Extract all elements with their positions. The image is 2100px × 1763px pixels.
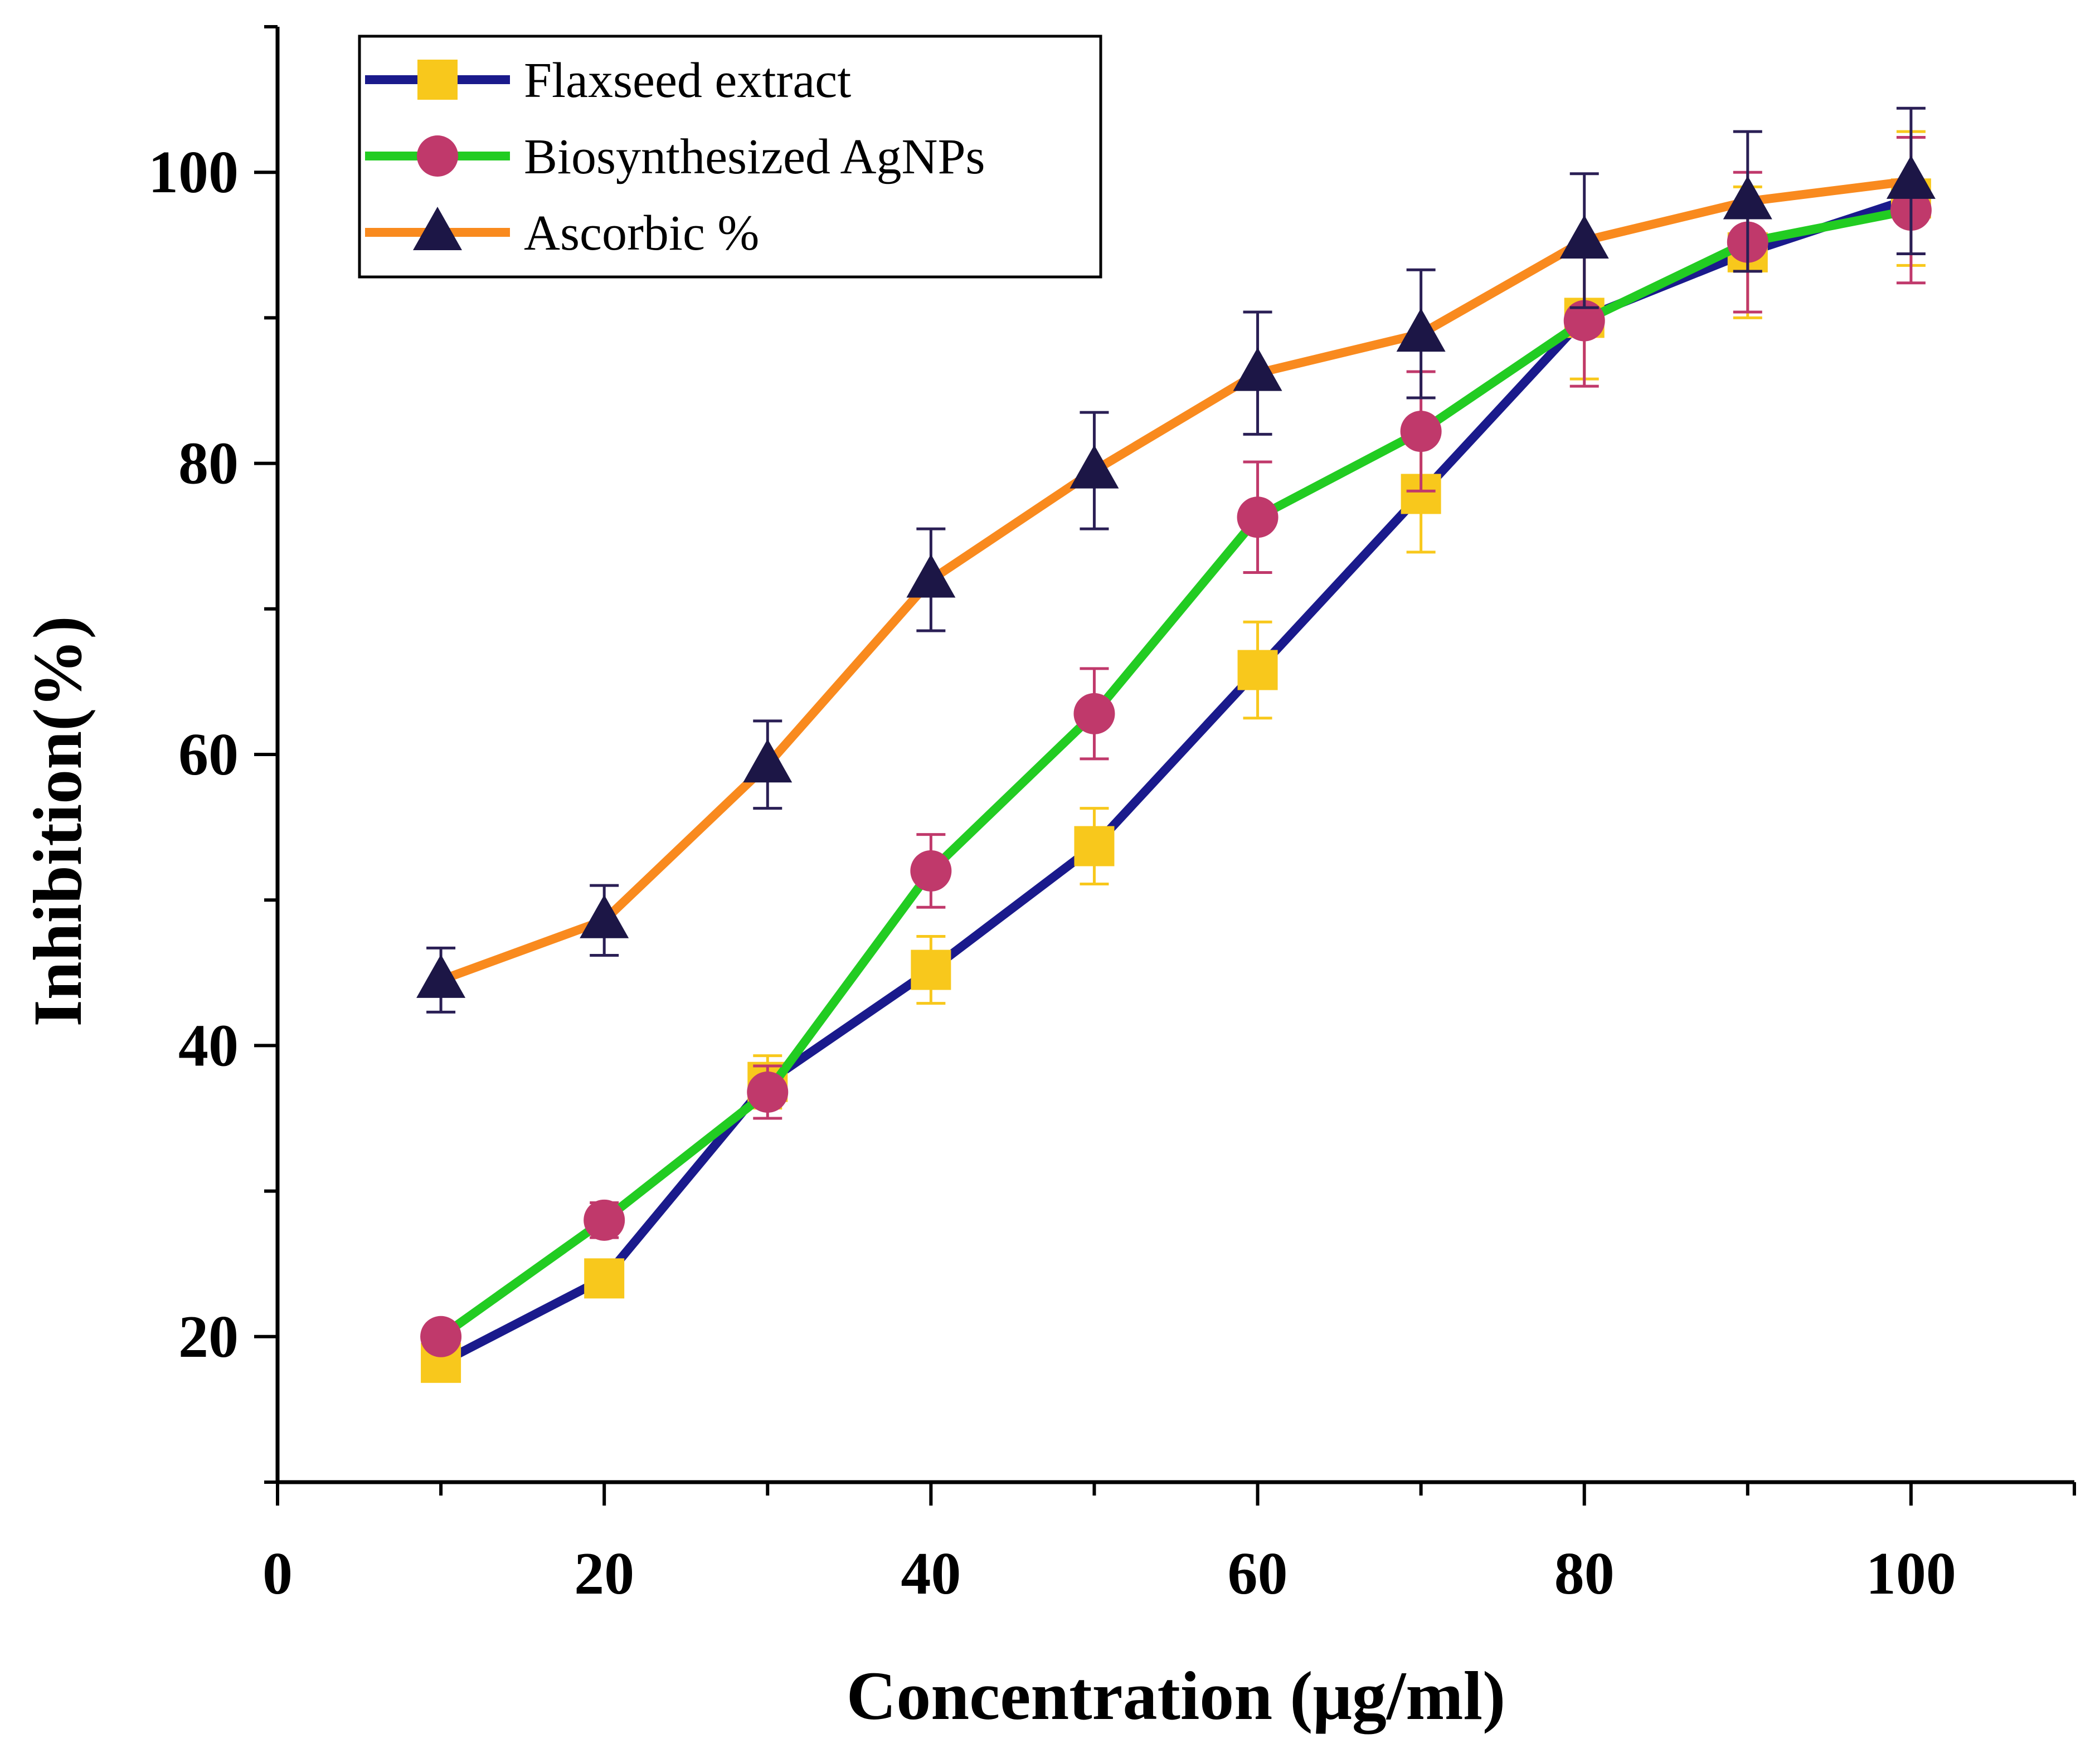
legend-label: Biosynthesized AgNPs — [524, 129, 985, 184]
x-tick-label: 60 — [1228, 1541, 1288, 1607]
data-point — [1237, 650, 1278, 690]
series-line — [438, 206, 1912, 1341]
data-point — [1070, 445, 1119, 489]
y-tick-label: 100 — [148, 139, 239, 206]
series-line — [439, 176, 1912, 985]
data-point — [416, 954, 466, 998]
series-layer — [416, 106, 1936, 1383]
y-tick-label: 60 — [178, 722, 239, 788]
y-tick-label: 20 — [178, 1304, 239, 1370]
data-point — [1886, 155, 1936, 199]
x-ticks: 0 20 40 60 80 100 — [262, 1482, 2076, 1607]
data-point — [910, 850, 952, 892]
data-point — [1559, 215, 1609, 259]
legend-entry-3: Ascorbic % — [365, 206, 759, 261]
data-point — [584, 1258, 625, 1299]
data-point — [584, 1199, 625, 1241]
data-point — [1074, 826, 1115, 866]
legend-entry-1: Flaxseed extract — [365, 53, 851, 108]
x-tick-label: 80 — [1554, 1541, 1615, 1607]
y-tick-label: 40 — [178, 1012, 239, 1079]
data-point — [420, 1316, 462, 1357]
legend-entry-2: Biosynthesized AgNPs — [365, 129, 985, 184]
series-line — [439, 194, 1913, 1367]
data-point — [1400, 411, 1442, 452]
data-point — [747, 1071, 789, 1113]
y-ticks: 20 40 60 80 100 — [148, 25, 278, 1484]
data-point — [743, 739, 793, 783]
legend-marker — [417, 135, 458, 177]
series-2 — [420, 136, 1932, 1357]
x-tick-label: 0 — [262, 1541, 293, 1607]
data-point — [1563, 300, 1605, 342]
y-tick-label: 80 — [178, 431, 239, 497]
data-point — [1237, 496, 1279, 538]
data-point — [906, 554, 956, 598]
legend-marker — [417, 60, 458, 100]
legend-label: Flaxseed extract — [524, 53, 851, 108]
x-tick-label: 20 — [574, 1541, 634, 1607]
data-point — [1396, 308, 1446, 352]
data-point — [1233, 347, 1282, 391]
y-axis-title: Inhibition(%) — [20, 616, 96, 1026]
data-point — [911, 949, 951, 990]
legend-label: Ascorbic % — [524, 206, 759, 261]
series-1 — [421, 130, 1931, 1383]
legend: Flaxseed extract Biosynthesized AgNPs Asco… — [358, 35, 1102, 279]
data-point — [580, 894, 629, 938]
data-point — [1723, 176, 1772, 220]
data-point — [1073, 693, 1115, 734]
x-tick-label: 100 — [1866, 1541, 1956, 1607]
series-3 — [416, 106, 1936, 1014]
x-axis-title: Concentration (μg/ml) — [847, 1658, 1506, 1735]
x-tick-label: 40 — [901, 1541, 961, 1607]
legend-marker — [413, 207, 462, 250]
